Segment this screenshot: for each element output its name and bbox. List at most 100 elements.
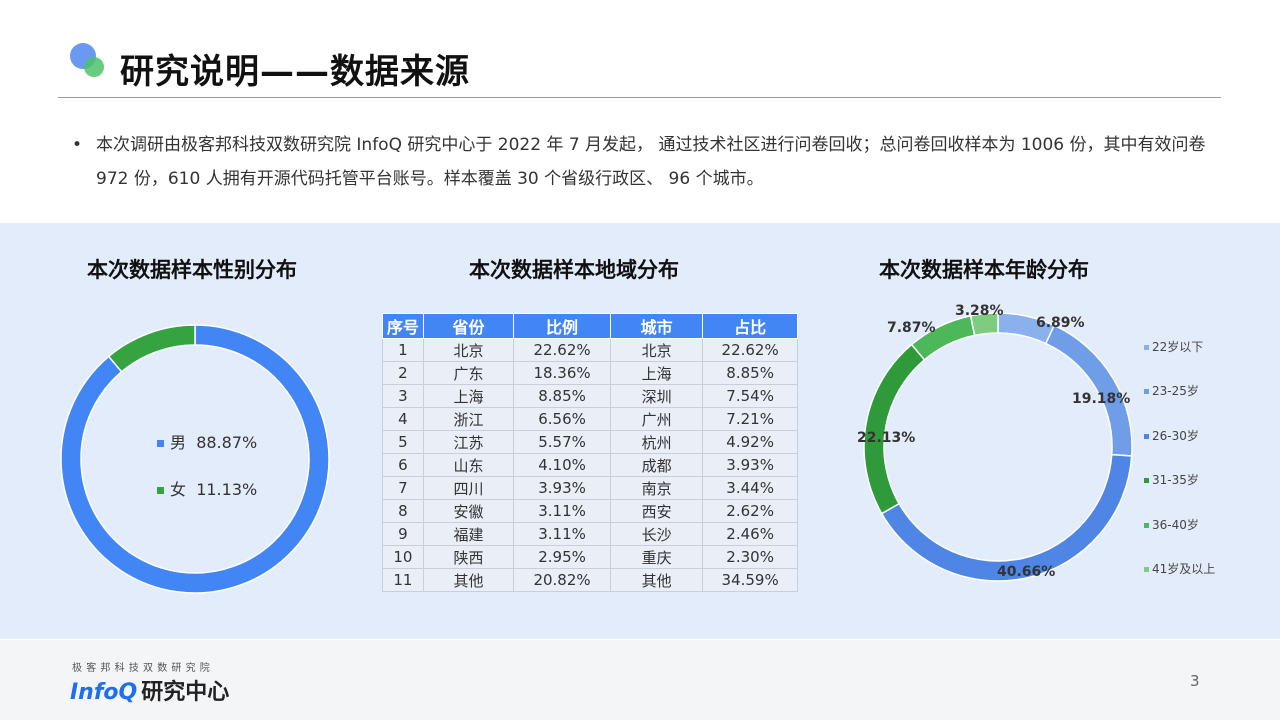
age-legend-item: 23-25岁 bbox=[1144, 382, 1215, 426]
cell-city-ratio: 34.59% bbox=[702, 568, 798, 592]
cell-index: 9 bbox=[382, 522, 424, 546]
legend-swatch-icon bbox=[1144, 522, 1149, 528]
legend-label: 22岁以下 bbox=[1152, 340, 1204, 354]
age-legend-item: 22岁以下 bbox=[1144, 338, 1215, 382]
age-section-title: 本次数据样本年龄分布 bbox=[879, 258, 1089, 282]
age-legend-item: 26-30岁 bbox=[1144, 427, 1215, 471]
age-donut-chart bbox=[863, 312, 1133, 582]
age-legend: 22岁以下 23-25岁 26-30岁 31-35岁 36-40岁 41岁及以上 bbox=[1144, 338, 1215, 604]
male-label: 男 bbox=[170, 433, 187, 452]
title-divider bbox=[58, 97, 1221, 98]
page-number: 3 bbox=[1190, 672, 1200, 690]
cell-province: 其他 bbox=[422, 568, 515, 592]
infoq-logo-text: InfoQ bbox=[70, 680, 138, 705]
table-row: 9 福建 3.11% 长沙 2.46% bbox=[382, 522, 798, 546]
cell-city: 南京 bbox=[609, 476, 704, 500]
footer-subtitle: 极客邦科技双数研究院 bbox=[72, 663, 214, 674]
cell-city: 其他 bbox=[609, 568, 704, 592]
legend-swatch-icon bbox=[1144, 566, 1149, 572]
cell-province: 山东 bbox=[422, 453, 515, 477]
cell-city-ratio: 22.62% bbox=[702, 338, 798, 362]
cell-index: 2 bbox=[382, 361, 424, 385]
cell-province: 北京 bbox=[422, 338, 515, 362]
research-center-text: 研究中心 bbox=[141, 680, 230, 705]
cell-city-ratio: 7.21% bbox=[702, 407, 798, 431]
cell-index: 1 bbox=[382, 338, 424, 362]
cell-city-ratio: 7.54% bbox=[702, 384, 798, 408]
green-dot-icon bbox=[84, 57, 104, 77]
cell-province-ratio: 20.82% bbox=[513, 568, 611, 592]
table-row: 2 广东 18.36% 上海 8.85% bbox=[382, 361, 798, 385]
male-swatch-icon bbox=[157, 440, 164, 447]
cell-city: 西安 bbox=[609, 499, 704, 523]
table-row: 8 安徽 3.11% 西安 2.62% bbox=[382, 499, 798, 523]
cell-province: 广东 bbox=[422, 361, 515, 385]
cell-province-ratio: 3.11% bbox=[513, 522, 611, 546]
legend-label: 36-40岁 bbox=[1152, 517, 1199, 532]
cell-province-ratio: 3.93% bbox=[513, 476, 611, 500]
legend-label: 26-30岁 bbox=[1152, 428, 1199, 443]
cell-province: 福建 bbox=[422, 522, 515, 546]
cell-city-ratio: 3.93% bbox=[702, 453, 798, 477]
cell-index: 7 bbox=[382, 476, 424, 500]
bullet-icon: • bbox=[72, 135, 83, 155]
cell-city: 长沙 bbox=[609, 522, 704, 546]
cell-province-ratio: 5.57% bbox=[513, 430, 611, 454]
page-title: 研究说明——数据来源 bbox=[120, 52, 470, 92]
legend-swatch-icon bbox=[1144, 478, 1149, 484]
table-row: 5 江苏 5.57% 杭州 4.92% bbox=[382, 430, 798, 454]
cell-index: 6 bbox=[382, 453, 424, 477]
cell-province: 浙江 bbox=[422, 407, 515, 431]
legend-label: 41岁及以上 bbox=[1152, 561, 1216, 576]
cell-city: 广州 bbox=[609, 407, 704, 431]
cell-city: 深圳 bbox=[609, 384, 704, 408]
cell-province-ratio: 3.11% bbox=[513, 499, 611, 523]
legend-swatch-icon bbox=[1144, 389, 1149, 395]
age-label-31-35: 22.13% bbox=[857, 430, 916, 446]
age-legend-item: 31-35岁 bbox=[1144, 471, 1215, 515]
male-value: 88.87% bbox=[196, 433, 258, 452]
age-label-22-under: 6.89% bbox=[1036, 315, 1085, 331]
table-row: 11 其他 20.82% 其他 34.59% bbox=[382, 568, 798, 592]
age-slice-2 bbox=[880, 453, 1133, 582]
cell-city-ratio: 8.85% bbox=[702, 361, 798, 385]
age-label-26-30: 40.66% bbox=[997, 564, 1056, 580]
table-row: 10 陕西 2.95% 重庆 2.30% bbox=[382, 545, 798, 569]
age-legend-item: 36-40岁 bbox=[1144, 516, 1215, 560]
gender-legend-female: 女 11.13% bbox=[157, 476, 257, 500]
cell-index: 10 bbox=[382, 545, 424, 569]
cell-city: 北京 bbox=[609, 338, 704, 362]
age-legend-item: 41岁及以上 bbox=[1144, 560, 1215, 604]
cell-province-ratio: 2.95% bbox=[513, 545, 611, 569]
header-province-ratio: 比例 bbox=[513, 313, 611, 339]
cell-city: 上海 bbox=[609, 361, 704, 385]
region-table: 序号 省份 比例 城市 占比 1 北京 22.62% 北京 22.62% 2 广东 18.3… bbox=[382, 313, 798, 592]
header-index: 序号 bbox=[382, 313, 424, 339]
gender-slice-1 bbox=[107, 324, 196, 373]
cell-province: 陕西 bbox=[422, 545, 515, 569]
table-row: 1 北京 22.62% 北京 22.62% bbox=[382, 338, 798, 362]
cell-province: 江苏 bbox=[422, 430, 515, 454]
table-row: 4 浙江 6.56% 广州 7.21% bbox=[382, 407, 798, 431]
table-header-row: 序号 省份 比例 城市 占比 bbox=[382, 313, 798, 339]
age-label-36-40: 7.87% bbox=[887, 320, 936, 336]
cell-city-ratio: 2.30% bbox=[702, 545, 798, 569]
footer bbox=[0, 640, 1280, 720]
table-row: 7 四川 3.93% 南京 3.44% bbox=[382, 476, 798, 500]
female-value: 11.13% bbox=[196, 480, 258, 499]
gender-legend-male: 男 88.87% bbox=[157, 429, 257, 453]
region-section-title: 本次数据样本地域分布 bbox=[469, 258, 679, 282]
cell-province-ratio: 4.10% bbox=[513, 453, 611, 477]
gender-slice-0 bbox=[60, 324, 330, 594]
cell-index: 8 bbox=[382, 499, 424, 523]
cell-city: 成都 bbox=[609, 453, 704, 477]
legend-swatch-icon bbox=[1144, 345, 1149, 350]
cell-index: 3 bbox=[382, 384, 424, 408]
cell-province: 安徽 bbox=[422, 499, 515, 523]
legend-swatch-icon bbox=[1144, 433, 1149, 439]
cell-province: 四川 bbox=[422, 476, 515, 500]
header-city: 城市 bbox=[609, 313, 704, 339]
footer-brand-logo: InfoQ 研究中心 bbox=[70, 674, 229, 706]
age-label-23-25: 19.18% bbox=[1072, 391, 1131, 407]
legend-label: 23-25岁 bbox=[1152, 384, 1199, 399]
